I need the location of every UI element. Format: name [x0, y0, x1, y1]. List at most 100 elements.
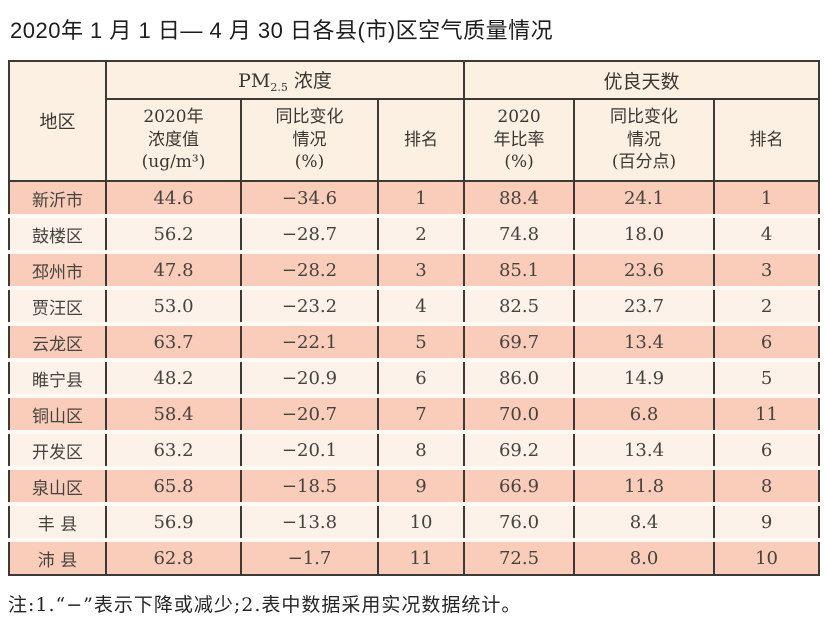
- cell-pm-value: 65.8: [105, 468, 242, 506]
- cell-pm-rank: 3: [376, 252, 466, 290]
- cell-pm-rank: 4: [376, 288, 466, 326]
- header-line: (%): [294, 152, 325, 173]
- cell-pm-change: −18.5: [240, 468, 379, 506]
- header-line: 浓度值: [148, 129, 199, 150]
- cell-days-rank: 5: [713, 360, 821, 398]
- cell-days-ratio: 88.4: [463, 181, 576, 218]
- cell-pm-value: 53.0: [105, 288, 242, 326]
- cell-days-rank: 11: [713, 396, 821, 434]
- cell-pm-change: −34.6: [240, 181, 379, 218]
- page-title: 2020年 1 月 1 日— 4 月 30 日各县(市)区空气质量情况: [10, 18, 554, 43]
- cell-pm-value: 63.7: [105, 324, 242, 362]
- column-header-pm-change: 同比变化 情况 (%): [240, 99, 379, 182]
- pm25-prefix: PM: [238, 70, 271, 92]
- table-row: 睢宁县 48.2 −20.9 6 86.0 14.9 5: [8, 360, 821, 398]
- header-line: 同比变化: [275, 107, 344, 128]
- cell-days-change: 6.8: [573, 396, 716, 434]
- table-row: 邳州市 47.8 −28.2 3 85.1 23.6 3: [8, 252, 821, 290]
- header-line: 情况: [292, 129, 327, 150]
- group-header-pm25: PM2.5 浓度: [104, 61, 466, 100]
- cell-pm-rank: 1: [376, 181, 466, 218]
- sub-header-row: 2020年 浓度值 (ug/m³) 同比变化 情况 (%) 排名 2020 年比…: [9, 99, 821, 182]
- cell-pm-change: −20.7: [240, 396, 379, 434]
- table-row: 鼓楼区 56.2 −28.7 2 74.8 18.0 4: [8, 216, 821, 254]
- cell-pm-rank: 10: [376, 504, 466, 542]
- cell-pm-change: −20.1: [240, 432, 379, 470]
- header-line: 2020年: [143, 107, 204, 128]
- cell-pm-value: 56.2: [105, 216, 242, 254]
- cell-region: 鼓楼区: [8, 216, 107, 254]
- table-row: 铜山区 58.4 −20.7 7 70.0 6.8 11: [8, 396, 821, 434]
- table-row: 丰 县 56.9 −13.8 10 76.0 8.4 9: [8, 504, 821, 542]
- table-body: 新沂市 44.6 −34.6 1 88.4 24.1 1 鼓楼区 56.2 −28.7 2 74.8 1…: [8, 181, 821, 575]
- cell-pm-rank: 5: [376, 324, 466, 362]
- cell-region: 泉山区: [8, 468, 107, 506]
- cell-days-rank: 1: [713, 181, 821, 218]
- cell-pm-value: 47.8: [105, 252, 242, 290]
- header-line: (百分点): [611, 152, 677, 173]
- cell-days-ratio: 85.1: [463, 252, 576, 290]
- cell-days-rank: 8: [713, 468, 821, 506]
- cell-days-rank: 2: [713, 288, 821, 326]
- pm25-suffix: 浓度: [287, 70, 332, 92]
- cell-region: 云龙区: [8, 324, 107, 362]
- cell-days-change: 18.0: [573, 216, 716, 254]
- cell-pm-value: 58.4: [105, 396, 242, 434]
- cell-days-rank: 6: [713, 324, 821, 362]
- cell-pm-rank: 8: [376, 432, 466, 470]
- cell-pm-value: 62.8: [105, 540, 242, 575]
- cell-pm-change: −28.7: [240, 216, 379, 254]
- header-line: (%): [504, 152, 534, 173]
- header-line: 年比率: [493, 129, 545, 150]
- cell-days-ratio: 72.5: [463, 540, 576, 575]
- cell-region: 新沂市: [8, 181, 107, 218]
- table-row: 新沂市 44.6 −34.6 1 88.4 24.1 1: [8, 181, 821, 218]
- cell-pm-rank: 9: [376, 468, 466, 506]
- cell-days-ratio: 74.8: [463, 216, 576, 254]
- column-header-pm-value: 2020年 浓度值 (ug/m³): [105, 99, 242, 182]
- cell-pm-value: 56.9: [105, 504, 242, 542]
- column-header-days-rank: 排名: [713, 99, 821, 182]
- cell-days-change: 8.4: [573, 504, 716, 542]
- column-header-pm-rank: 排名: [376, 99, 466, 182]
- header-line: 2020: [497, 107, 541, 128]
- table-row: 开发区 63.2 −20.1 8 69.2 13.4 6: [8, 432, 821, 470]
- cell-days-change: 23.6: [573, 252, 716, 290]
- cell-days-change: 13.4: [573, 432, 716, 470]
- header-line: (ug/m³): [141, 152, 206, 173]
- cell-pm-change: −13.8: [240, 504, 379, 542]
- cell-days-change: 8.0: [573, 540, 716, 575]
- cell-pm-value: 48.2: [105, 360, 242, 398]
- cell-days-ratio: 69.7: [463, 324, 576, 362]
- table-row: 云龙区 63.7 −22.1 5 69.7 13.4 6: [8, 324, 821, 362]
- column-header-region: 地区: [8, 61, 107, 182]
- cell-region: 睢宁县: [8, 360, 107, 398]
- header-line: 情况: [627, 129, 662, 150]
- cell-region: 铜山区: [8, 396, 107, 434]
- cell-pm-rank: 2: [376, 216, 466, 254]
- cell-region: 丰 县: [8, 504, 107, 542]
- cell-pm-rank: 7: [376, 396, 466, 434]
- cell-days-rank: 6: [713, 432, 821, 470]
- cell-pm-rank: 6: [376, 360, 466, 398]
- cell-region: 开发区: [8, 432, 107, 470]
- cell-pm-value: 63.2: [105, 432, 242, 470]
- cell-days-change: 14.9: [573, 360, 716, 398]
- cell-days-ratio: 66.9: [463, 468, 576, 506]
- cell-region: 贾汪区: [8, 288, 107, 326]
- cell-pm-change: −20.9: [240, 360, 379, 398]
- cell-days-rank: 4: [713, 216, 821, 254]
- cell-pm-change: −28.2: [240, 252, 379, 290]
- cell-days-change: 24.1: [573, 181, 716, 218]
- table-row: 沛 县 62.8 −1.7 11 72.5 8.0 10: [8, 540, 821, 575]
- cell-days-rank: 10: [713, 540, 821, 575]
- cell-region: 邳州市: [8, 252, 107, 290]
- cell-days-ratio: 69.2: [463, 432, 576, 470]
- cell-pm-change: −23.2: [240, 288, 379, 326]
- group-header-good-days: 优良天数: [463, 61, 821, 100]
- cell-days-rank: 9: [713, 504, 821, 542]
- cell-pm-value: 44.6: [105, 181, 242, 218]
- cell-days-change: 23.7: [573, 288, 716, 326]
- cell-days-ratio: 82.5: [463, 288, 576, 326]
- cell-days-change: 11.8: [573, 468, 716, 506]
